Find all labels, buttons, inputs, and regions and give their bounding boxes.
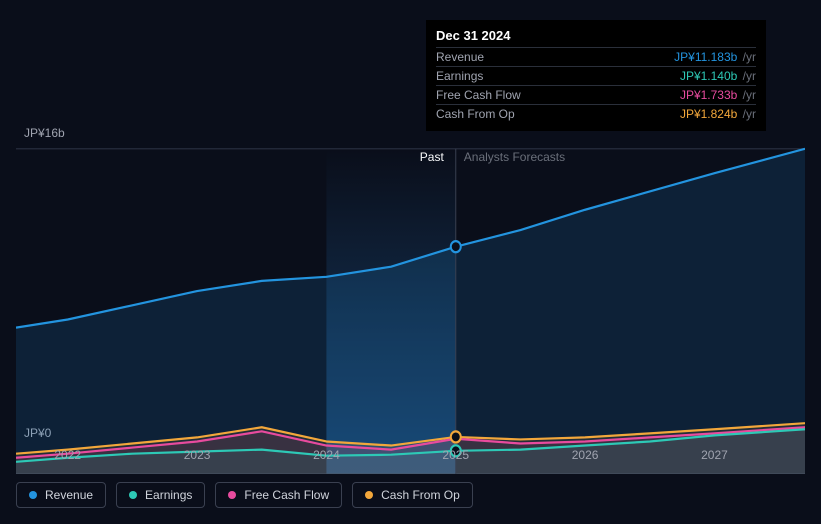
x-axis-tick: 2024 xyxy=(313,448,340,462)
legend: Revenue Earnings Free Cash Flow Cash From O… xyxy=(16,482,473,508)
x-axis-tick: 2025 xyxy=(442,448,469,462)
tooltip-row: Cash From Op JP¥1.824b /yr xyxy=(436,104,756,123)
legend-dot-icon xyxy=(29,491,37,499)
legend-dot-icon xyxy=(228,491,236,499)
tooltip-row: Earnings JP¥1.140b /yr xyxy=(436,66,756,85)
tooltip-row: Revenue JP¥11.183b /yr xyxy=(436,47,756,66)
legend-item-label: Earnings xyxy=(145,488,192,502)
chart-area[interactable] xyxy=(16,120,805,474)
legend-item-label: Cash From Op xyxy=(381,488,460,502)
legend-item[interactable]: Cash From Op xyxy=(352,482,473,508)
x-axis: 2022 2023 2024 2025 2026 2027 xyxy=(16,448,805,468)
legend-dot-icon xyxy=(365,491,373,499)
legend-item-label: Revenue xyxy=(45,488,93,502)
legend-item[interactable]: Earnings xyxy=(116,482,205,508)
tooltip-row-value: JP¥1.140b /yr xyxy=(680,69,756,83)
tooltip-row-value: JP¥1.824b /yr xyxy=(680,107,756,121)
legend-item-label: Free Cash Flow xyxy=(244,488,329,502)
legend-item[interactable]: Revenue xyxy=(16,482,106,508)
legend-dot-icon xyxy=(129,491,137,499)
legend-item[interactable]: Free Cash Flow xyxy=(215,482,342,508)
x-axis-tick: 2026 xyxy=(572,448,599,462)
x-axis-tick: 2022 xyxy=(54,448,81,462)
tooltip-row-label: Cash From Op xyxy=(436,107,515,121)
tooltip-row-label: Revenue xyxy=(436,50,484,64)
x-axis-tick: 2027 xyxy=(701,448,728,462)
x-axis-tick: 2023 xyxy=(184,448,211,462)
tooltip-row-label: Earnings xyxy=(436,69,483,83)
chart-svg xyxy=(16,120,805,474)
tooltip-row: Free Cash Flow JP¥1.733b /yr xyxy=(436,85,756,104)
tooltip-row-value: JP¥1.733b /yr xyxy=(680,88,756,102)
tooltip-row-value: JP¥11.183b /yr xyxy=(674,50,756,64)
tooltip-date: Dec 31 2024 xyxy=(436,28,756,47)
tooltip-row-label: Free Cash Flow xyxy=(436,88,521,102)
tooltip-box: Dec 31 2024 Revenue JP¥11.183b /yr Earning… xyxy=(426,20,766,131)
